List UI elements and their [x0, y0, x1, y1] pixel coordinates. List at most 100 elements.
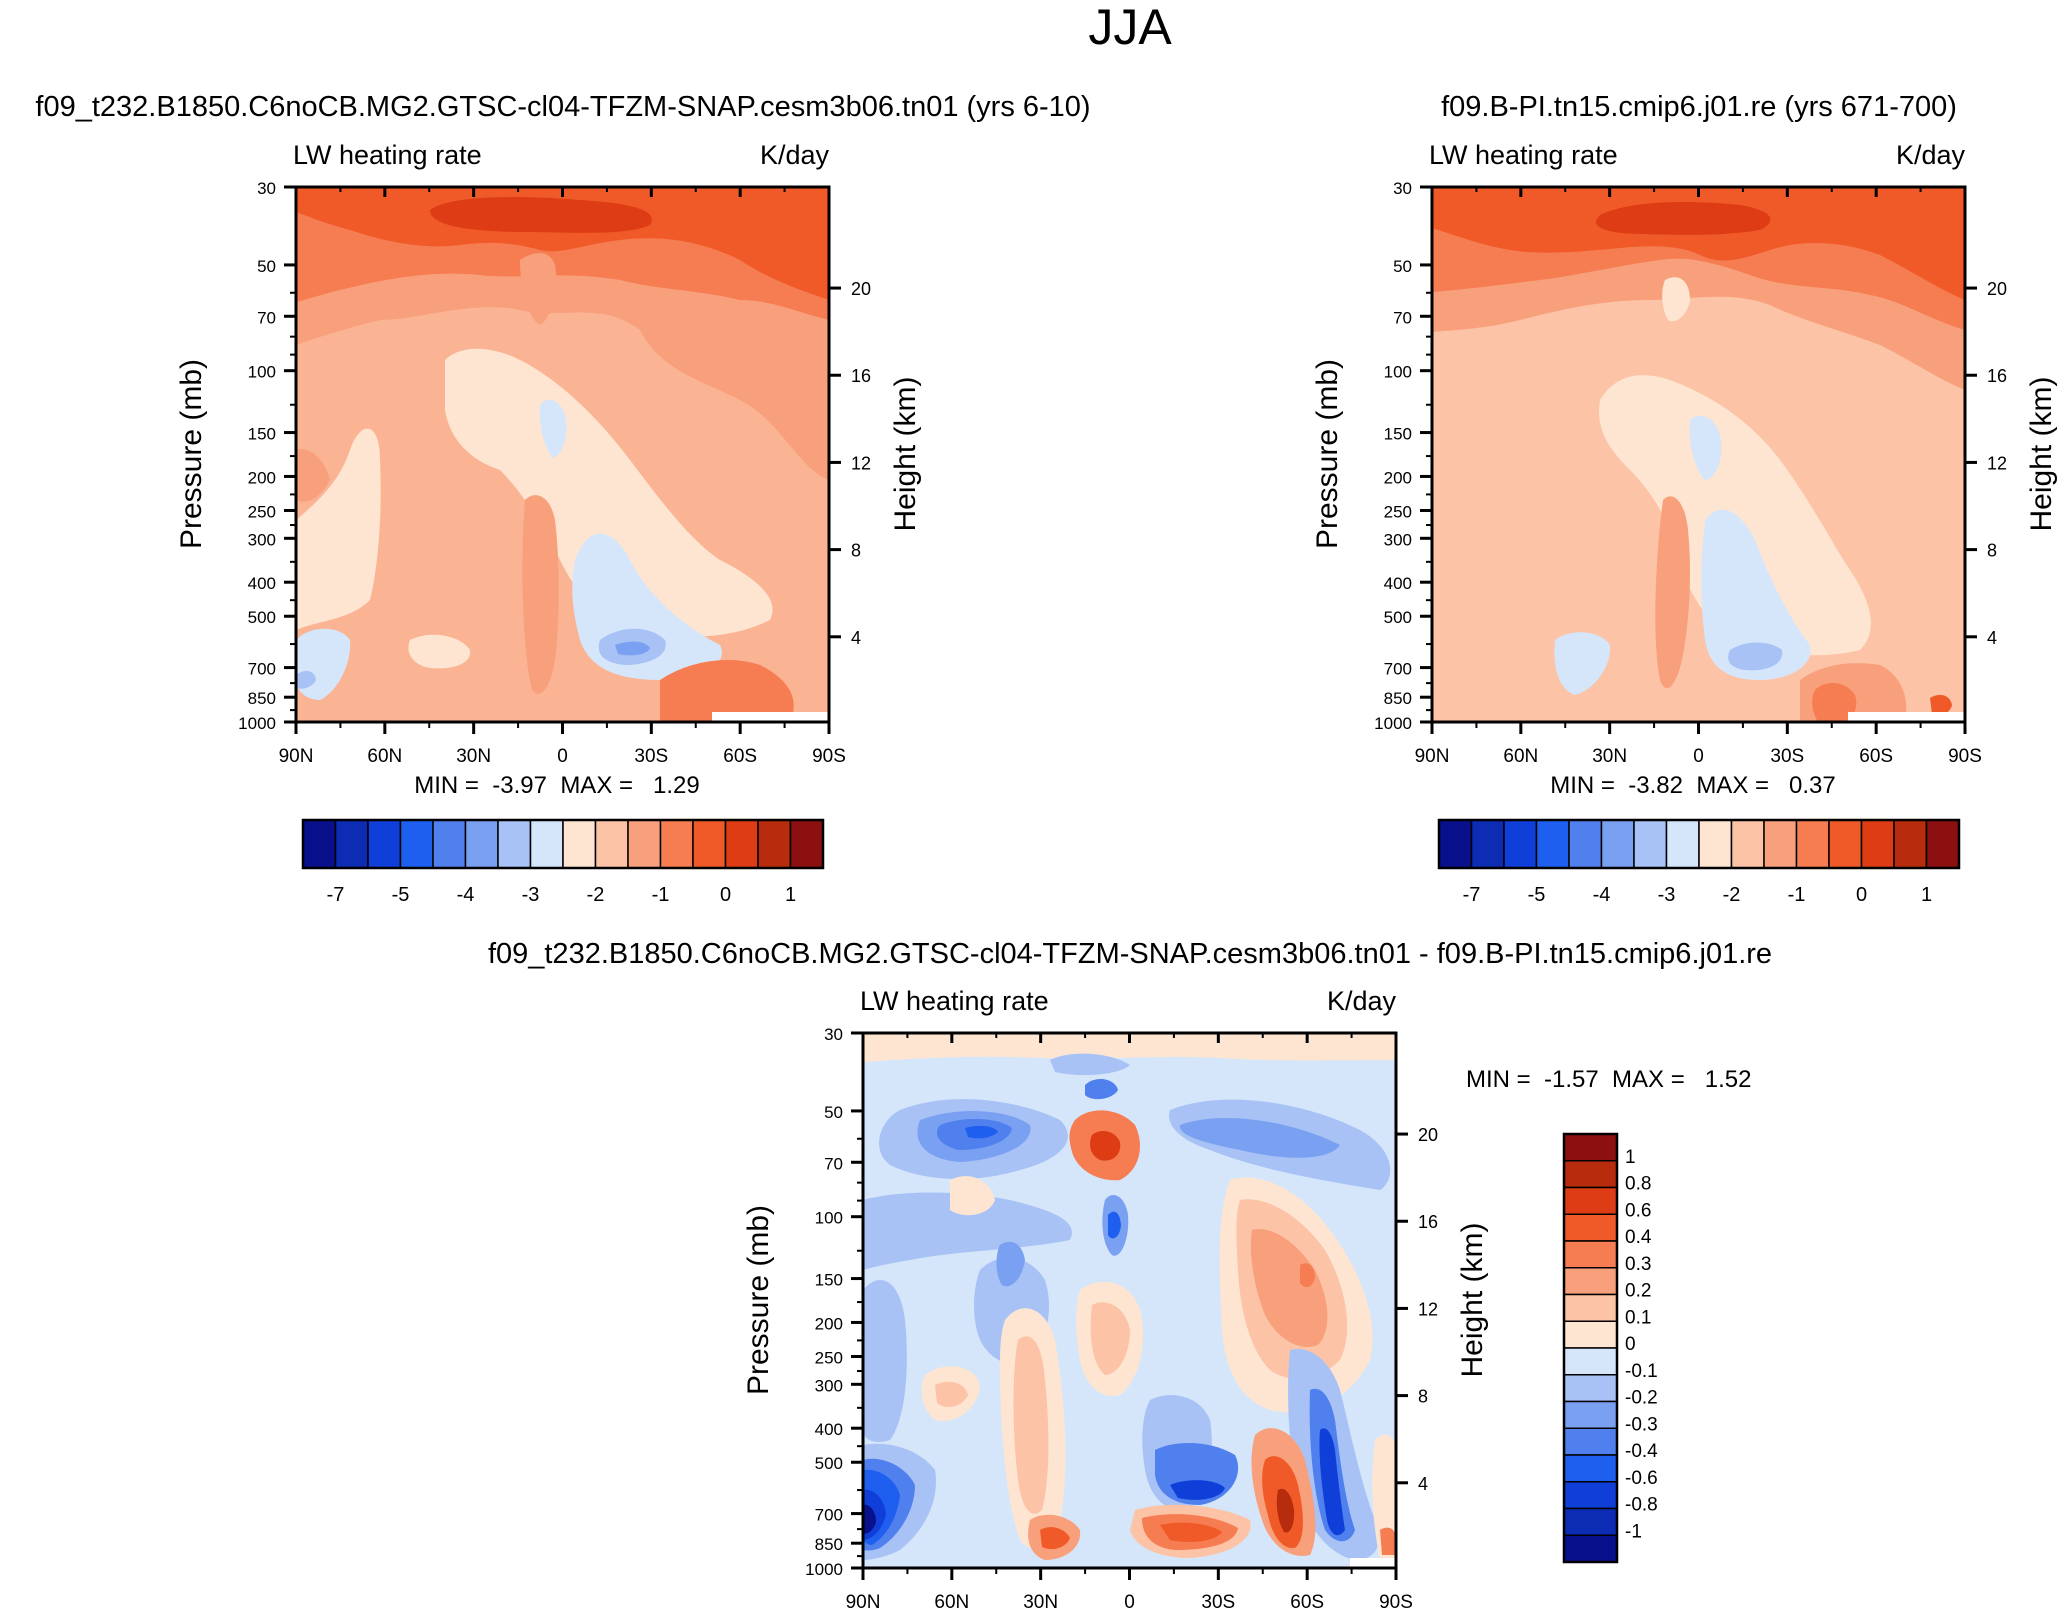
- contour-fill: [996, 1241, 1025, 1287]
- pressure-tick-label: 70: [257, 308, 276, 327]
- contour-fill: [1554, 632, 1611, 695]
- pressure-tick-label: 50: [824, 1103, 843, 1122]
- lat-tick-label: 60N: [1503, 746, 1538, 767]
- contour-fill: [445, 348, 773, 637]
- colorbar-swatch: [1563, 1240, 1618, 1269]
- colorbar-swatch: [1563, 1320, 1618, 1349]
- contour-fill: [1728, 642, 1783, 671]
- colorbar-label: -1: [1788, 884, 1806, 906]
- lat-tick-label: 0: [1693, 746, 1704, 767]
- lat-tick-label: 90N: [1415, 746, 1450, 767]
- colorbar-label: -4: [457, 884, 475, 906]
- colorbar-label: 0.8: [1625, 1174, 1651, 1195]
- colorbar-swatch: [334, 819, 369, 869]
- colorbar-label: -0.2: [1625, 1388, 1658, 1409]
- lat-tick-label: 30N: [1592, 746, 1627, 767]
- lat-tick-label: 30S: [1770, 746, 1804, 767]
- colorbar-frame: [301, 818, 825, 870]
- right-ticks: 20 16 12 8 4: [1396, 1125, 1438, 1494]
- height-tick-label: 12: [1987, 453, 2007, 473]
- pressure-tick-label: 400: [815, 1420, 843, 1439]
- contour-fill: [1108, 1211, 1121, 1239]
- colorbar-swatch: [1763, 819, 1798, 869]
- pressure-tick-label: 70: [824, 1154, 843, 1173]
- height-tick-label: 8: [1418, 1387, 1428, 1407]
- colorbar-label: -3: [522, 884, 540, 906]
- colorbar-swatch: [302, 819, 337, 869]
- right-ticks: 20 16 12 8 4: [829, 279, 871, 648]
- colorbar-swatch: [594, 819, 629, 869]
- contour-fill: [1040, 1527, 1070, 1550]
- colorbar-swatch: [432, 819, 467, 869]
- contour-fill: [1013, 1336, 1049, 1514]
- contour-field: [296, 187, 829, 722]
- colorbar-swatch: [1563, 1186, 1618, 1215]
- colorbar-label: -0.6: [1625, 1468, 1658, 1489]
- contour-fill: [1380, 1527, 1396, 1555]
- colorbar-swatch: [464, 819, 499, 869]
- colorbar-swatch: [1503, 819, 1538, 869]
- left-ticks: 30 50 70 100 150 200 250 300 400 500 700 850 1000: [1374, 179, 1432, 733]
- panel-title: f09_t232.B1850.C6noCB.MG2.GTSC-cl04-TFZM…: [35, 91, 1090, 123]
- colorbar-swatch: [1633, 819, 1668, 869]
- pressure-tick-label: 700: [815, 1506, 843, 1525]
- colorbar-swatch: [1563, 1454, 1618, 1483]
- contour-fill: [1250, 1229, 1328, 1347]
- lat-tick-label: 30S: [1201, 1592, 1235, 1613]
- colorbar-swatch: [692, 819, 727, 869]
- colorbar-swatch: [1563, 1133, 1618, 1162]
- panel-title: f09_t232.B1850.C6noCB.MG2.GTSC-cl04-TFZM…: [488, 938, 1772, 970]
- colorbar-swatch: [529, 819, 564, 869]
- height-tick-label: 16: [1987, 366, 2007, 386]
- units-label: K/day: [1896, 140, 1966, 170]
- height-tick-label: 16: [851, 366, 871, 386]
- contour-field: [1432, 187, 1965, 722]
- colorbar-swatch: [1563, 1374, 1618, 1403]
- colorbar-swatch: [627, 819, 662, 869]
- contour-fill: [430, 197, 652, 233]
- colorbar-swatch: [789, 819, 824, 869]
- right-ticks: 20 16 12 8 4: [1965, 279, 2007, 648]
- lat-tick-label: 90S: [1948, 746, 1982, 767]
- colorbar-label: -7: [327, 884, 345, 906]
- colorbar-label: -0.8: [1625, 1495, 1658, 1516]
- colorbar-label: -1: [652, 884, 670, 906]
- colorbar-swatch: [1860, 819, 1895, 869]
- bottom-ticks: 90N 60N 30N 0 30S 60S 90S: [279, 187, 846, 767]
- contour-fill: [1050, 1053, 1130, 1076]
- figure-title: JJA: [1088, 0, 1172, 55]
- pressure-tick-label: 100: [1384, 363, 1412, 382]
- colorbar-label: 0.1: [1625, 1307, 1651, 1328]
- y-axis-label: Pressure (mb): [175, 359, 208, 549]
- height-tick-label: 20: [851, 279, 871, 299]
- height-tick-label: 4: [1418, 1474, 1428, 1494]
- lat-tick-label: 30N: [456, 746, 491, 767]
- lat-tick-label: 90S: [812, 746, 846, 767]
- contour-fill: [965, 1125, 998, 1139]
- pressure-tick-label: 1000: [1374, 714, 1412, 733]
- colorbar-label: -0.4: [1625, 1441, 1658, 1462]
- colorbar-swatch: [497, 819, 532, 869]
- colorbar-swatch: [1563, 1400, 1618, 1429]
- colorbar-swatch: [1563, 1427, 1618, 1456]
- variable-label: LW heating rate: [293, 140, 482, 170]
- pressure-tick-label: 70: [1393, 308, 1412, 327]
- contour-fill: [408, 634, 471, 669]
- pressure-tick-label: 100: [248, 363, 276, 382]
- colorbar-label: -0.3: [1625, 1414, 1658, 1435]
- contour-fill: [1179, 1117, 1340, 1158]
- colorbar-label: 0: [720, 884, 731, 906]
- units-label: K/day: [760, 140, 830, 170]
- y-axis-right-label: Height (km): [889, 376, 922, 531]
- colorbar-label: -7: [1463, 884, 1481, 906]
- contour-fill: [1930, 694, 1952, 716]
- contour-fill: [1090, 1130, 1121, 1161]
- lat-tick-label: 0: [1124, 1592, 1135, 1613]
- left-ticks: 30 50 70 100 150 200 250 300 400 500 700 850 1000: [238, 179, 296, 733]
- pressure-tick-label: 150: [815, 1271, 843, 1290]
- pressure-tick-label: 30: [824, 1025, 843, 1044]
- y-axis-right-label: Height (km): [2025, 376, 2058, 531]
- pressure-tick-label: 200: [815, 1314, 843, 1333]
- colorbar-swatch: [1893, 819, 1928, 869]
